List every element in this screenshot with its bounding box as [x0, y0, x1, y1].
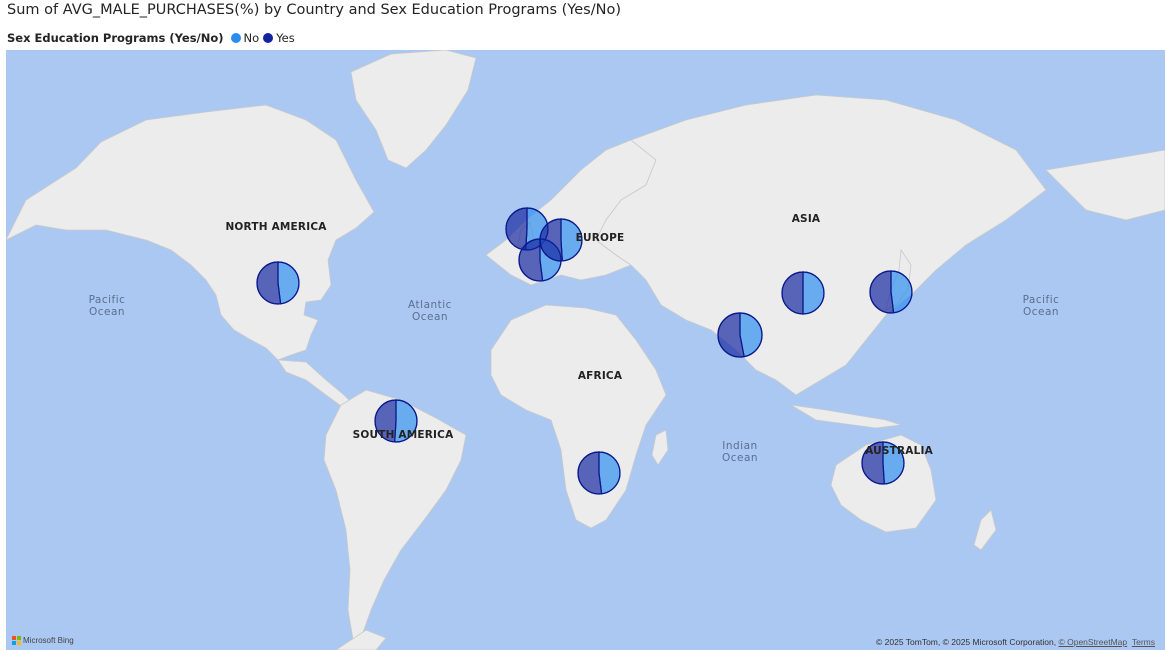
pie-marker[interactable] — [374, 399, 418, 443]
label-indian-ocean: Indian Ocean — [722, 440, 758, 464]
attribution-text: © 2025 TomTom, © 2025 Microsoft Corporat… — [876, 637, 1059, 647]
south-america — [323, 389, 467, 646]
ocean-line-2: Ocean — [1022, 306, 1060, 318]
legend-label-no: No — [243, 31, 260, 45]
ocean-line-1: Atlantic — [408, 299, 452, 311]
pie-outline — [256, 261, 300, 305]
pie-marker[interactable] — [717, 312, 763, 358]
central-america — [277, 359, 352, 407]
far-east-asia — [1045, 149, 1165, 221]
greenland — [350, 50, 477, 169]
microsoft-logo-icon — [12, 636, 21, 645]
map-canvas[interactable]: NORTH AMERICA EUROPE ASIA AFRICA SOUTH A… — [6, 50, 1165, 650]
pie-marker[interactable] — [781, 271, 825, 315]
legend-swatch-no — [230, 33, 241, 43]
pie-marker[interactable] — [539, 218, 583, 262]
legend-swatch-yes — [263, 33, 274, 43]
basemap — [6, 50, 1165, 650]
indonesia — [790, 404, 902, 429]
ocean-line-1: Pacific — [88, 294, 126, 306]
ocean-line-2: Ocean — [411, 311, 449, 323]
madagascar — [651, 429, 669, 466]
pie-marker[interactable] — [869, 270, 913, 314]
pie-marker[interactable] — [577, 451, 621, 495]
label-atlantic-ocean: Atlantic Ocean — [408, 299, 452, 323]
legend-item-no[interactable]: No — [230, 31, 260, 45]
africa — [490, 304, 667, 529]
label-south-america: SOUTH AMERICA — [352, 429, 454, 441]
pie-marker[interactable] — [861, 441, 905, 485]
pie-outline — [374, 399, 418, 443]
pie-outline — [577, 451, 621, 495]
legend-item-yes[interactable]: Yes — [263, 31, 295, 45]
legend-label-yes: Yes — [276, 31, 295, 45]
label-pacific-ocean-west: Pacific Ocean — [89, 294, 126, 318]
terms-link[interactable]: Terms — [1131, 637, 1155, 647]
ocean-line-2: Ocean — [88, 306, 126, 318]
ocean-line-1: Indian — [722, 440, 758, 452]
legend-title: Sex Education Programs (Yes/No) — [7, 31, 224, 45]
label-europe: EUROPE — [575, 232, 625, 244]
label-africa: AFRICA — [577, 370, 623, 382]
pie-outline — [869, 270, 913, 314]
pie-outline — [861, 441, 905, 485]
map-attribution: © 2025 TomTom, © 2025 Microsoft Corporat… — [876, 637, 1155, 647]
ocean-line-2: Ocean — [721, 452, 759, 464]
pie-outline — [717, 312, 763, 358]
legend: Sex Education Programs (Yes/No) No Yes — [7, 30, 299, 46]
openstreetmap-link[interactable]: © OpenStreetMap — [1058, 637, 1128, 647]
asia — [595, 94, 1047, 396]
pie-outline — [781, 271, 825, 315]
new-zealand — [973, 509, 997, 551]
label-north-america: NORTH AMERICA — [225, 221, 327, 233]
brand-text: Microsoft Bing — [23, 636, 74, 645]
bing-brand: Microsoft Bing — [12, 636, 74, 645]
chart-title: Sum of AVG_MALE_PURCHASES(%) by Country … — [7, 2, 621, 18]
label-asia: ASIA — [791, 213, 821, 225]
antarctica — [335, 629, 387, 650]
label-australia: AUSTRALIA — [865, 445, 933, 457]
label-pacific-ocean-east: Pacific Ocean — [1023, 294, 1060, 318]
pie-markers — [256, 207, 913, 495]
ocean-line-1: Pacific — [1022, 294, 1060, 306]
pie-outline — [539, 218, 583, 262]
pie-marker[interactable] — [256, 261, 300, 305]
